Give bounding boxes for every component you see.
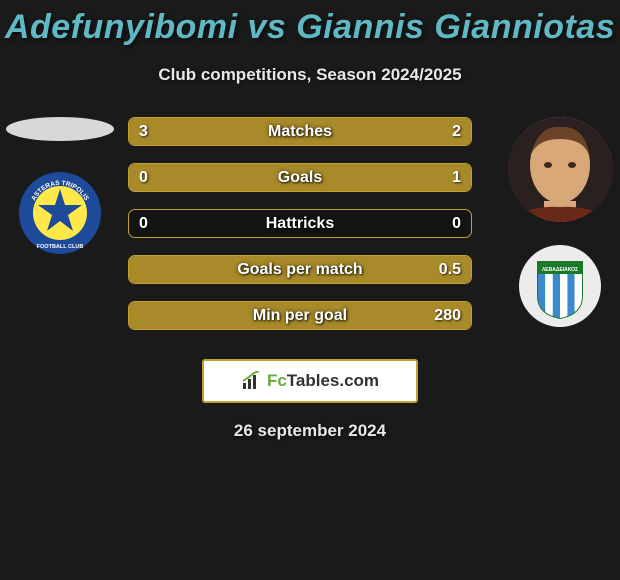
stat-value-left: 0 [139,215,148,233]
stat-label: Goals per match [237,261,362,279]
left-column: ASTERAS TRIPOLIS FOOTBALL CLUB [0,117,120,260]
stat-value-right: 0 [452,215,461,233]
main-area: ASTERAS TRIPOLIS FOOTBALL CLUB 3 Matches 2… [0,117,620,333]
player-right-avatar [508,117,613,222]
stat-bar: 0 Hattricks 0 [128,209,472,238]
stat-value-left: 3 [139,123,148,141]
player-left-avatar [6,117,114,141]
brand-suffix: Tables.com [287,371,379,390]
stat-bar: 3 Matches 2 [128,117,472,146]
stat-label: Goals [278,169,322,187]
chart-icon [241,371,263,391]
stat-bar: 0 Goals 1 [128,163,472,192]
brand-footer: FcTables.com [202,359,418,403]
club-badge-right: ΛΕΒΑΔΕΙΑΚΟΣ [518,244,602,333]
page-title: Adefunyibomi vs Giannis Gianniotas [5,8,615,47]
comparison-card: Adefunyibomi vs Giannis Gianniotas Club … [0,0,620,441]
svg-text:FOOTBALL CLUB: FOOTBALL CLUB [37,244,84,250]
stat-value-right: 0.5 [439,261,461,279]
date-text: 26 september 2024 [234,421,386,441]
svg-text:ΛΕΒΑΔΕΙΑΚΟΣ: ΛΕΒΑΔΕΙΑΚΟΣ [542,267,578,273]
stat-value-left: 0 [139,169,148,187]
brand-text: FcTables.com [267,371,379,391]
stat-value-right: 280 [434,307,461,325]
stat-value-right: 1 [452,169,461,187]
stats-bars: 3 Matches 2 0 Goals 1 0 Hattricks 0 Goals per mat… [120,117,500,330]
stat-value-right: 2 [452,123,461,141]
stat-label: Hattricks [266,215,334,233]
brand-prefix: Fc [267,371,287,390]
right-column: ΛΕΒΑΔΕΙΑΚΟΣ [500,117,620,333]
stat-bar: Min per goal 280 [128,301,472,330]
stat-label: Matches [268,123,332,141]
bar-fill-right [334,118,471,145]
stat-label: Min per goal [253,307,347,325]
subtitle: Club competitions, Season 2024/2025 [158,65,461,85]
club-badge-left: ASTERAS TRIPOLIS FOOTBALL CLUB [18,171,102,260]
stat-bar: Goals per match 0.5 [128,255,472,284]
